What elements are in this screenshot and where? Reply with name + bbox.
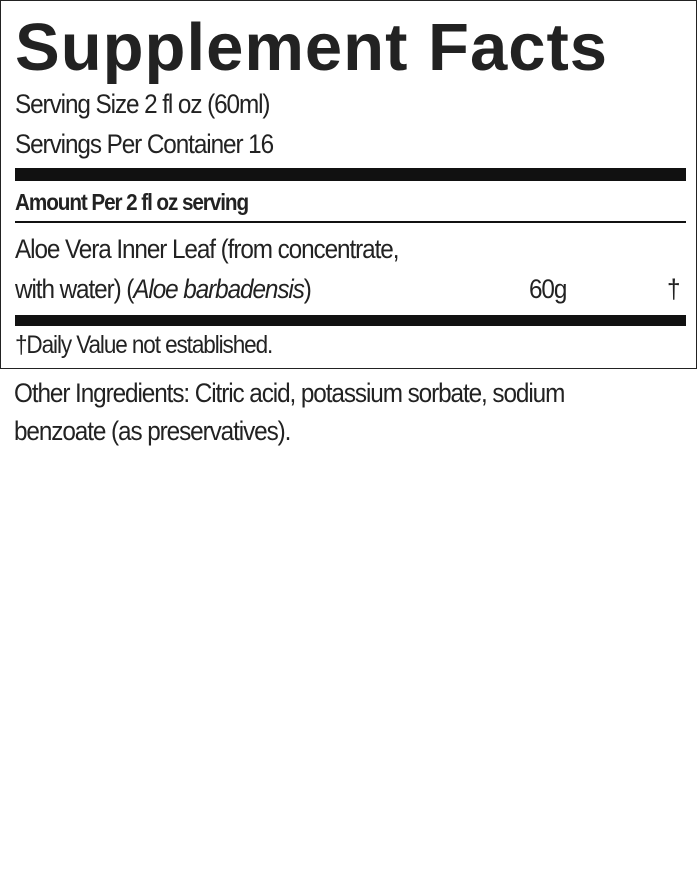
ingredient-name-line2: with water) (Aloe barbadensis): [15, 274, 312, 305]
ingredient-name-prefix: with water) (: [15, 274, 134, 304]
thick-divider: [15, 168, 686, 181]
ingredient-name-suffix: ): [303, 274, 312, 304]
serving-size: Serving Size 2 fl oz (60ml): [15, 89, 271, 119]
thin-divider: [15, 221, 686, 223]
ingredient-name-line1: Aloe Vera Inner Leaf (from concentrate,: [15, 234, 399, 264]
ingredient-daily-value: †: [667, 274, 681, 304]
thick-divider-bottom: [15, 315, 686, 326]
panel-title: Supplement Facts: [15, 10, 609, 85]
amount-per-serving-header: Amount Per 2 fl oz serving: [15, 189, 249, 215]
footnote: †Daily Value not established.: [15, 331, 273, 359]
servings-per-container: Servings Per Container 16: [15, 129, 274, 159]
ingredient-amount: 60g: [529, 274, 567, 304]
supplement-facts-panel: Supplement Facts Serving Size 2 fl oz (6…: [0, 0, 697, 369]
ingredient-latin-name: Aloe barbadensis: [133, 274, 305, 304]
other-ingredients-line2: benzoate (as preservatives).: [14, 416, 291, 446]
other-ingredients-line1: Other Ingredients: Citric acid, potassiu…: [14, 378, 565, 408]
